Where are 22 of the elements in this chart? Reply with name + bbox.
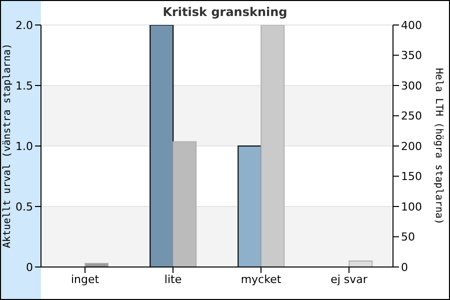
y2-tick-label: 150	[401, 170, 422, 184]
y-tick-label: 1.0	[16, 140, 33, 153]
y2-tick-label: 100	[401, 200, 422, 214]
y-tick-label: 2.0	[16, 18, 33, 32]
y2-tick-label: 350	[401, 49, 422, 62]
y2-tick-label: 50	[401, 230, 415, 244]
y2-tick-label: 300	[401, 79, 422, 92]
x-tick-label: mycket	[240, 272, 282, 286]
y-tick-label: 1.5	[16, 79, 33, 92]
y2-tick-label: 200	[401, 140, 422, 153]
y-tick-label: 0	[26, 260, 33, 274]
x-tick-label: inget	[70, 272, 100, 286]
y2-tick-label: 250	[401, 110, 422, 123]
x-tick-label: ej svar	[330, 272, 368, 286]
y2-tick-label: 0	[401, 260, 408, 274]
y-axis-title: Aktuellt urval (vänstra staplarna)	[2, 42, 13, 250]
bar	[348, 260, 373, 267]
y2-tick-label: 400	[401, 18, 422, 32]
chart-title: Kritisk granskning	[162, 5, 288, 19]
y-tick-label: 0.5	[16, 200, 33, 214]
y2-axis-title: Hela LTH (högra staplarna)	[433, 66, 444, 226]
x-tick-label: lite	[164, 272, 182, 286]
